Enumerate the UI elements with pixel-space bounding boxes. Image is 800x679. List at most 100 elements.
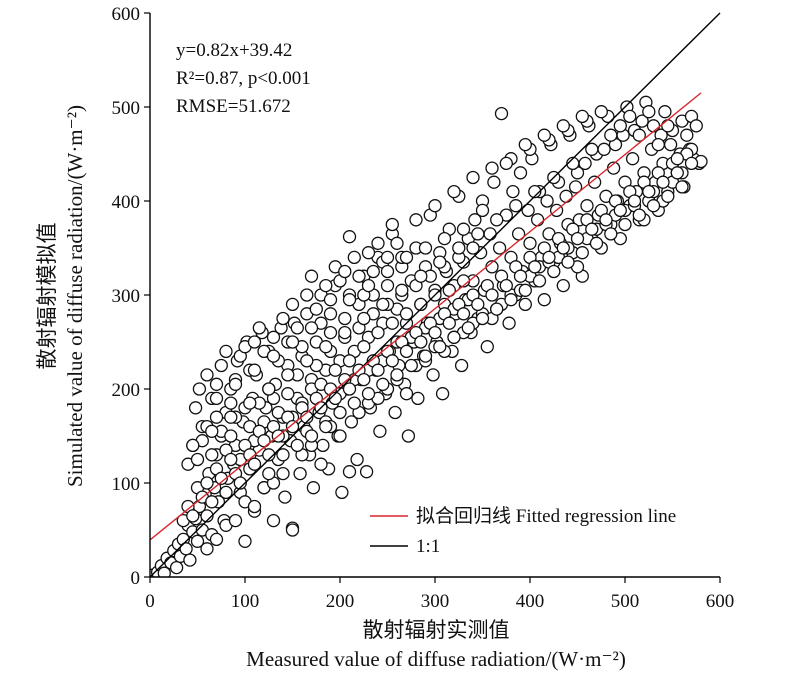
data-point	[338, 264, 352, 279]
data-point	[480, 340, 494, 354]
data-point	[646, 199, 661, 213]
data-point	[561, 255, 575, 269]
data-point	[632, 208, 646, 222]
data-point	[276, 311, 290, 326]
data-point	[390, 368, 404, 382]
data-point	[418, 349, 433, 363]
data-point	[684, 156, 699, 171]
data-point	[323, 293, 338, 307]
data-point	[247, 363, 262, 377]
data-point	[169, 560, 184, 575]
data-point	[290, 438, 304, 453]
data-point	[209, 391, 224, 406]
data-point	[338, 325, 352, 340]
data-point	[651, 137, 665, 152]
data-point	[214, 358, 228, 373]
data-point	[578, 156, 592, 171]
data-point	[188, 401, 203, 415]
data-point	[390, 236, 404, 250]
data-point	[186, 509, 200, 523]
data-point	[304, 321, 319, 335]
data-point	[599, 213, 613, 227]
data-point	[209, 377, 224, 391]
data-point	[499, 278, 513, 293]
data-point	[376, 297, 390, 312]
data-point	[262, 382, 276, 396]
data-points	[150, 95, 708, 577]
data-point	[568, 180, 583, 194]
data-point	[502, 316, 516, 330]
data-point	[399, 387, 414, 401]
data-point	[585, 222, 599, 236]
data-point	[347, 396, 361, 410]
data-point	[656, 175, 670, 189]
data-point	[570, 231, 585, 246]
data-point	[613, 119, 627, 133]
data-point	[205, 424, 219, 438]
data-point	[309, 302, 323, 316]
data-point	[556, 241, 570, 255]
data-point	[276, 448, 290, 462]
data-point	[373, 424, 387, 438]
data-point	[200, 476, 214, 490]
data-point	[186, 438, 200, 453]
y-tick-label: 500	[112, 98, 141, 119]
y-tick-label: 0	[131, 568, 141, 589]
data-point	[281, 387, 295, 401]
data-point	[437, 231, 452, 246]
data-point	[485, 161, 499, 175]
data-point	[228, 513, 243, 528]
data-point	[556, 278, 570, 293]
data-point	[357, 340, 371, 354]
data-point	[490, 302, 504, 316]
data-point	[475, 311, 490, 326]
data-point	[461, 321, 475, 335]
data-point	[192, 382, 207, 396]
data-point	[205, 448, 219, 462]
data-point	[532, 274, 547, 288]
identity-line	[149, 12, 721, 578]
x-tick-label: 400	[516, 591, 545, 612]
data-point	[319, 278, 333, 293]
data-point	[661, 189, 675, 203]
data-point	[385, 217, 399, 232]
x-axis-title-en: Measured value of diffuse radiation/(W·m…	[246, 647, 626, 671]
data-point	[157, 566, 171, 577]
data-point	[511, 227, 526, 241]
x-tick-label: 500	[611, 591, 640, 612]
data-point	[209, 532, 224, 547]
data-point	[566, 156, 580, 171]
data-point	[613, 203, 627, 218]
x-tick-label: 0	[145, 591, 155, 612]
data-point	[509, 199, 523, 213]
data-point	[366, 264, 380, 279]
data-point	[499, 156, 513, 171]
y-tick-label: 600	[112, 4, 141, 25]
data-point	[680, 128, 694, 142]
data-point	[361, 387, 376, 401]
data-point	[306, 481, 321, 495]
data-point	[290, 321, 304, 335]
data-point	[352, 269, 366, 283]
data-point	[575, 246, 589, 260]
data-point	[513, 269, 528, 283]
data-point	[399, 344, 414, 359]
data-point	[456, 307, 471, 321]
data-point	[585, 142, 599, 156]
data-point	[492, 241, 507, 255]
data-point	[627, 194, 642, 208]
data-point	[618, 217, 632, 232]
data-point	[276, 466, 290, 481]
data-point	[209, 410, 224, 424]
data-point	[224, 429, 238, 443]
x-tick-label: 200	[326, 591, 355, 612]
data-point	[300, 354, 314, 368]
data-point	[504, 293, 518, 307]
data-point	[587, 175, 602, 189]
data-point	[200, 368, 214, 382]
data-point	[433, 340, 447, 354]
data-point	[468, 213, 482, 227]
data-point	[559, 189, 573, 203]
legend-label-identity: 1:1	[416, 536, 440, 557]
